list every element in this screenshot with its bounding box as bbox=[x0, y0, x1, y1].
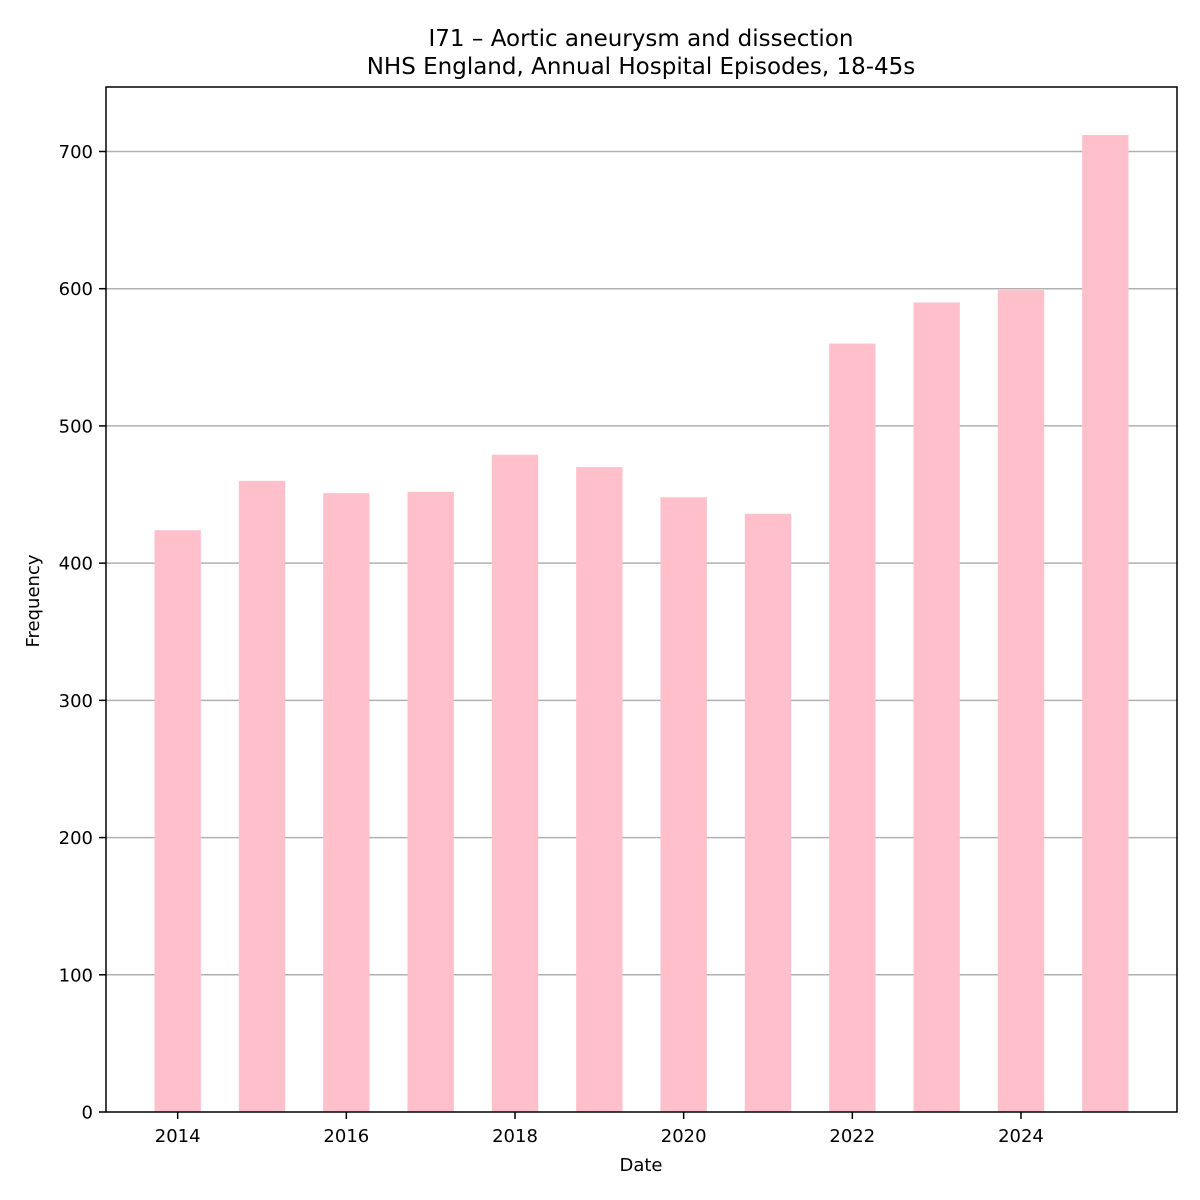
y-tick-label: 100 bbox=[59, 965, 93, 986]
y-tick-label: 500 bbox=[59, 416, 93, 437]
x-tick-label: 2014 bbox=[155, 1126, 201, 1147]
bars bbox=[154, 135, 1129, 1113]
y-tick-label: 700 bbox=[59, 142, 93, 163]
bar-2017 bbox=[407, 491, 454, 1113]
y-axis-ticks: 0 100 200 300 400 500 600 700 bbox=[59, 142, 106, 1124]
bar-2023 bbox=[913, 302, 960, 1113]
y-axis-label: Frequency bbox=[23, 554, 44, 647]
y-tick-label: 400 bbox=[59, 554, 93, 575]
plot-frame bbox=[105, 86, 1178, 1113]
bar-2021 bbox=[744, 513, 792, 1112]
y-tick-label: 200 bbox=[59, 828, 93, 849]
x-tick-label: 2016 bbox=[323, 1126, 369, 1147]
bar-2018 bbox=[491, 454, 539, 1112]
chart-subtitle: NHS England, Annual Hospital Episodes, 1… bbox=[367, 54, 916, 80]
bar-2016 bbox=[323, 493, 370, 1112]
x-axis-label: Date bbox=[619, 1155, 662, 1176]
x-axis-ticks: 2014 2016 2018 2020 2022 2024 bbox=[155, 1112, 1044, 1147]
y-tick-label: 300 bbox=[59, 691, 93, 712]
x-tick-label: 2024 bbox=[998, 1126, 1044, 1147]
bar-2025 bbox=[1082, 135, 1129, 1112]
bar-2022 bbox=[829, 343, 876, 1113]
y-tick-label: 600 bbox=[59, 279, 93, 300]
bar-2014 bbox=[154, 530, 201, 1112]
chart-title: I71 – Aortic aneurysm and dissection bbox=[429, 26, 854, 52]
x-tick-label: 2020 bbox=[661, 1126, 707, 1147]
bar-2024 bbox=[997, 290, 1045, 1112]
x-tick-label: 2018 bbox=[492, 1126, 538, 1147]
y-tick-label: 0 bbox=[82, 1103, 93, 1124]
bar-2015 bbox=[238, 480, 286, 1112]
bar-2019 bbox=[576, 467, 623, 1112]
bar-2020 bbox=[660, 497, 707, 1113]
x-tick-label: 2022 bbox=[829, 1126, 875, 1147]
